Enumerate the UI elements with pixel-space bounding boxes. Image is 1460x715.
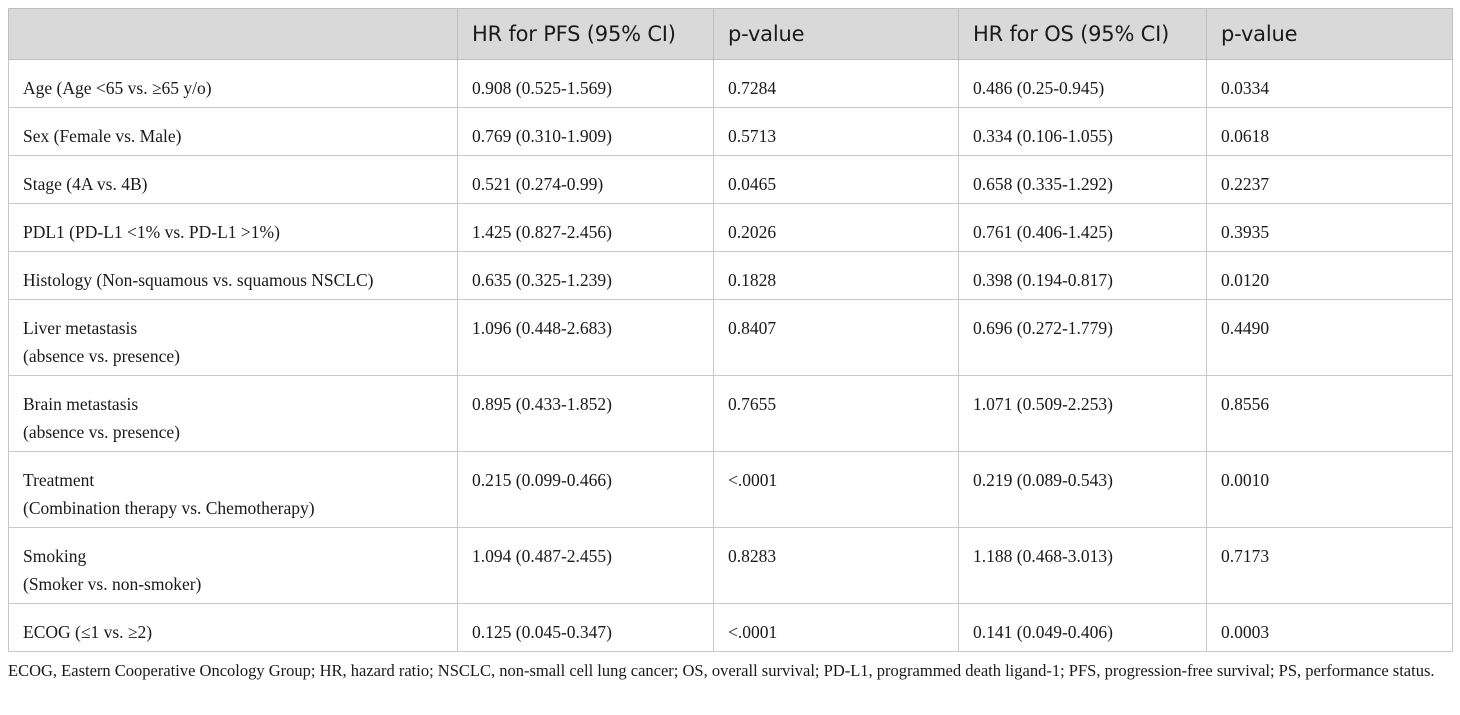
cell-hr-pfs: 1.425 (0.827-2.456) [457, 203, 714, 252]
cell-hr-os: 0.398 (0.194-0.817) [958, 251, 1207, 300]
hazard-ratio-table: HR for PFS (95% CI) p-value HR for OS (9… [8, 8, 1453, 652]
cell-p-os: 0.3935 [1206, 203, 1453, 252]
cell-p-os: 0.4490 [1206, 299, 1453, 376]
cell-p-pfs: 0.1828 [713, 251, 959, 300]
cell-hr-os: 0.761 (0.406-1.425) [958, 203, 1207, 252]
cell-p-os: 0.0618 [1206, 107, 1453, 156]
cell-p-pfs: 0.7655 [713, 375, 959, 452]
cell-hr-pfs: 0.521 (0.274-0.99) [457, 155, 714, 204]
header-p-value-os: p-value [1206, 8, 1453, 60]
cell-hr-pfs: 0.635 (0.325-1.239) [457, 251, 714, 300]
cell-p-pfs: 0.8283 [713, 527, 959, 604]
cell-p-os: 0.0010 [1206, 451, 1453, 528]
cell-hr-os: 1.071 (0.509-2.253) [958, 375, 1207, 452]
table-row-age: Age (Age <65 vs. ≥65 y/o) 0.908 (0.525-1… [8, 59, 1453, 108]
table-row-liver-metastasis: Liver metastasis (absence vs. presence) … [8, 299, 1453, 376]
cell-variable: PDL1 (PD-L1 <1% vs. PD-L1 >1%) [8, 203, 458, 252]
cell-p-pfs: <.0001 [713, 451, 959, 528]
table-row-treatment: Treatment (Combination therapy vs. Chemo… [8, 451, 1453, 528]
cell-hr-pfs: 0.908 (0.525-1.569) [457, 59, 714, 108]
cell-variable: Brain metastasis (absence vs. presence) [8, 375, 458, 452]
cell-p-os: 0.0334 [1206, 59, 1453, 108]
table-row-smoking: Smoking (Smoker vs. non-smoker) 1.094 (0… [8, 527, 1453, 604]
table-row-stage: Stage (4A vs. 4B) 0.521 (0.274-0.99) 0.0… [8, 155, 1453, 204]
table-row-histology: Histology (Non-squamous vs. squamous NSC… [8, 251, 1453, 300]
cell-p-pfs: 0.7284 [713, 59, 959, 108]
cell-variable: Smoking (Smoker vs. non-smoker) [8, 527, 458, 604]
cell-variable: Age (Age <65 vs. ≥65 y/o) [8, 59, 458, 108]
cell-p-os: 0.8556 [1206, 375, 1453, 452]
table-footnote: ECOG, Eastern Cooperative Oncology Group… [8, 661, 1435, 680]
header-p-value-pfs: p-value [713, 8, 959, 60]
cell-hr-os: 1.188 (0.468-3.013) [958, 527, 1207, 604]
cell-variable: Stage (4A vs. 4B) [8, 155, 458, 204]
header-variable [8, 8, 458, 60]
cell-hr-pfs: 0.895 (0.433-1.852) [457, 375, 714, 452]
table-row-brain-metastasis: Brain metastasis (absence vs. presence) … [8, 375, 1453, 452]
cell-p-os: 0.7173 [1206, 527, 1453, 604]
cell-hr-os: 0.334 (0.106-1.055) [958, 107, 1207, 156]
cell-variable: ECOG (≤1 vs. ≥2) [8, 603, 458, 652]
cell-p-pfs: 0.0465 [713, 155, 959, 204]
results-table-container: HR for PFS (95% CI) p-value HR for OS (9… [8, 8, 1453, 652]
table-row-sex: Sex (Female vs. Male) 0.769 (0.310-1.909… [8, 107, 1453, 156]
cell-variable: Histology (Non-squamous vs. squamous NSC… [8, 251, 458, 300]
table-row-ecog: ECOG (≤1 vs. ≥2) 0.125 (0.045-0.347) <.0… [8, 603, 1453, 652]
cell-p-pfs: 0.2026 [713, 203, 959, 252]
cell-hr-pfs: 0.769 (0.310-1.909) [457, 107, 714, 156]
table-row-pdl1: PDL1 (PD-L1 <1% vs. PD-L1 >1%) 1.425 (0.… [8, 203, 1453, 252]
cell-p-os: 0.0003 [1206, 603, 1453, 652]
cell-hr-os: 0.219 (0.089-0.543) [958, 451, 1207, 528]
cell-variable: Treatment (Combination therapy vs. Chemo… [8, 451, 458, 528]
cell-hr-os: 0.141 (0.049-0.406) [958, 603, 1207, 652]
cell-p-os: 0.0120 [1206, 251, 1453, 300]
cell-hr-os: 0.486 (0.25-0.945) [958, 59, 1207, 108]
cell-variable: Sex (Female vs. Male) [8, 107, 458, 156]
cell-p-pfs: <.0001 [713, 603, 959, 652]
table-header: HR for PFS (95% CI) p-value HR for OS (9… [8, 8, 1453, 60]
cell-hr-os: 0.696 (0.272-1.779) [958, 299, 1207, 376]
cell-hr-pfs: 1.096 (0.448-2.683) [457, 299, 714, 376]
cell-hr-os: 0.658 (0.335-1.292) [958, 155, 1207, 204]
cell-hr-pfs: 0.125 (0.045-0.347) [457, 603, 714, 652]
header-row: HR for PFS (95% CI) p-value HR for OS (9… [8, 8, 1453, 60]
header-hr-pfs: HR for PFS (95% CI) [457, 8, 714, 60]
cell-hr-pfs: 1.094 (0.487-2.455) [457, 527, 714, 604]
cell-p-pfs: 0.8407 [713, 299, 959, 376]
cell-p-pfs: 0.5713 [713, 107, 959, 156]
cell-p-os: 0.2237 [1206, 155, 1453, 204]
table-body: Age (Age <65 vs. ≥65 y/o) 0.908 (0.525-1… [8, 59, 1453, 652]
header-hr-os: HR for OS (95% CI) [958, 8, 1207, 60]
cell-hr-pfs: 0.215 (0.099-0.466) [457, 451, 714, 528]
cell-variable: Liver metastasis (absence vs. presence) [8, 299, 458, 376]
